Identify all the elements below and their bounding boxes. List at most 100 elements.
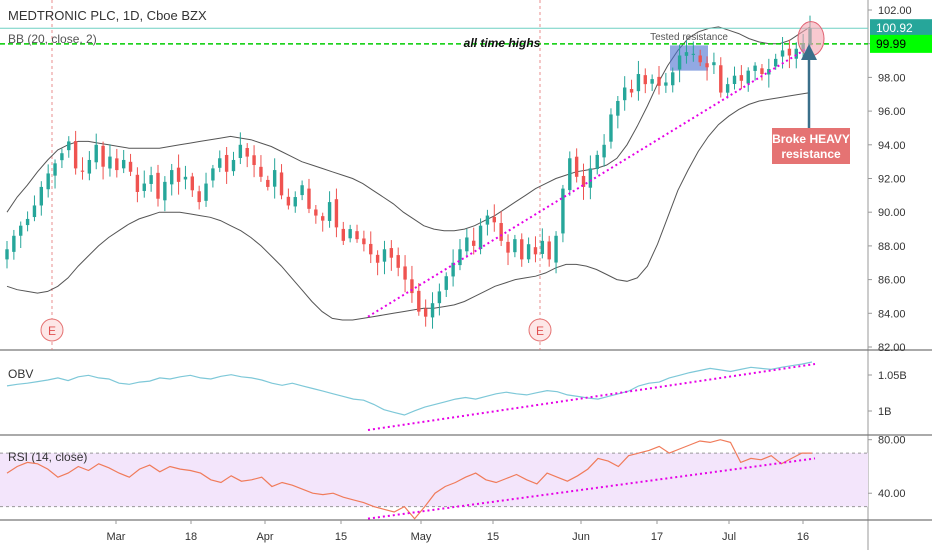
candle-body [190, 176, 195, 191]
candle-body [403, 266, 407, 280]
price-trendline [367, 44, 813, 318]
time-tick-label: 17 [651, 531, 663, 543]
candle-body [115, 158, 119, 171]
candle-body [472, 240, 476, 246]
candle-body [238, 144, 243, 158]
symbol-title: MEDTRONIC PLC, 1D, Cboe BZX [8, 8, 207, 23]
candle-body [183, 176, 188, 180]
candle-body [60, 153, 64, 161]
candle-body [252, 155, 256, 166]
breakout-callout-line1: Broke HEAVY [772, 132, 850, 146]
candle-body [492, 216, 496, 223]
candle-body [321, 216, 325, 221]
current-price-tag [870, 19, 932, 38]
candle-body [712, 62, 716, 66]
candle-body [465, 237, 469, 252]
candle-body [80, 170, 85, 172]
candle-body [307, 188, 311, 209]
candle-body [657, 76, 661, 86]
candle-body [581, 175, 586, 187]
candle-body [732, 75, 737, 84]
candle-body [156, 172, 160, 199]
candle-body [293, 197, 297, 207]
candle-body [423, 308, 428, 317]
obv-trendline [367, 363, 816, 431]
candle-body [12, 235, 16, 252]
candle-body [478, 225, 483, 250]
price-tick-label: 86.00 [878, 275, 906, 287]
candle-body [259, 166, 263, 177]
price-tick-label: 98.00 [878, 72, 906, 84]
candle-body [794, 48, 798, 59]
candle-body [279, 172, 284, 196]
price-scale-bg [868, 0, 932, 550]
rsi-tick-label: 40.00 [878, 488, 906, 500]
rsi-band [0, 453, 868, 507]
candle-body [211, 168, 215, 181]
candle-body [39, 186, 44, 206]
candle-body [87, 159, 92, 174]
earnings-marker [40, 318, 64, 342]
breakout-arrow-head [801, 44, 817, 60]
candle-body [101, 145, 105, 167]
candle-body [506, 241, 510, 253]
candle-body [664, 82, 668, 86]
rsi-trendline [367, 457, 816, 520]
candle-body [300, 185, 304, 196]
candle-body [602, 144, 606, 158]
rsi-tick-label: 80.00 [878, 435, 906, 447]
tested-resistance-label: Tested resistance [650, 32, 728, 43]
earnings-marker [528, 318, 552, 342]
candle-body [272, 170, 277, 187]
candle-body [355, 231, 359, 240]
candle-body [382, 249, 387, 262]
candle-body [437, 291, 442, 304]
candle-body [746, 70, 750, 84]
price-tick-label: 94.00 [878, 140, 906, 152]
candle-body [595, 154, 599, 169]
candle-body [375, 254, 380, 263]
candle-body [568, 158, 572, 191]
candle-body [135, 174, 140, 192]
candle-body [616, 100, 620, 116]
candle-body [341, 228, 345, 241]
breakout-callout-line2: resistance [781, 147, 841, 161]
candle-body [787, 48, 792, 56]
candle-body [513, 239, 517, 253]
price-tick-label: 92.00 [878, 174, 906, 186]
candle-body [629, 89, 634, 93]
price-tick-label: 82.00 [878, 342, 906, 354]
candle-body [753, 65, 757, 71]
candle-body [389, 248, 394, 258]
bb-indicator-label: BB (20, close, 2) [8, 32, 97, 46]
bb-lower-band [6, 92, 811, 321]
candle-body [430, 303, 435, 318]
current-price-value: 100.92 [876, 21, 913, 35]
candle-body [128, 161, 133, 172]
time-tick-label: May [411, 531, 432, 543]
price-tick-label: 96.00 [878, 106, 906, 118]
price-tick-label: 88.00 [878, 241, 906, 253]
time-tick-label: 18 [185, 531, 197, 543]
rsi-label: RSI (14, close) [8, 450, 87, 464]
candle-body [224, 154, 229, 172]
candle-body [554, 235, 558, 263]
time-tick-label: Apr [256, 531, 273, 543]
candle-body [73, 141, 78, 169]
time-tick-label: Jul [722, 531, 736, 543]
candle-body [622, 87, 627, 101]
candle-body [25, 218, 30, 226]
candle-body [485, 215, 490, 225]
candle-body [574, 156, 579, 177]
candle-body [396, 255, 400, 268]
candle-body [588, 168, 593, 188]
candle-body [176, 167, 181, 182]
time-tick-label: 16 [797, 531, 809, 543]
candle-body [67, 141, 71, 151]
candle-body [691, 53, 696, 55]
candle-body [520, 239, 524, 260]
candle-body [773, 58, 778, 67]
candle-body [369, 243, 373, 255]
obv-label: OBV [8, 367, 33, 381]
candle-body [108, 156, 112, 169]
